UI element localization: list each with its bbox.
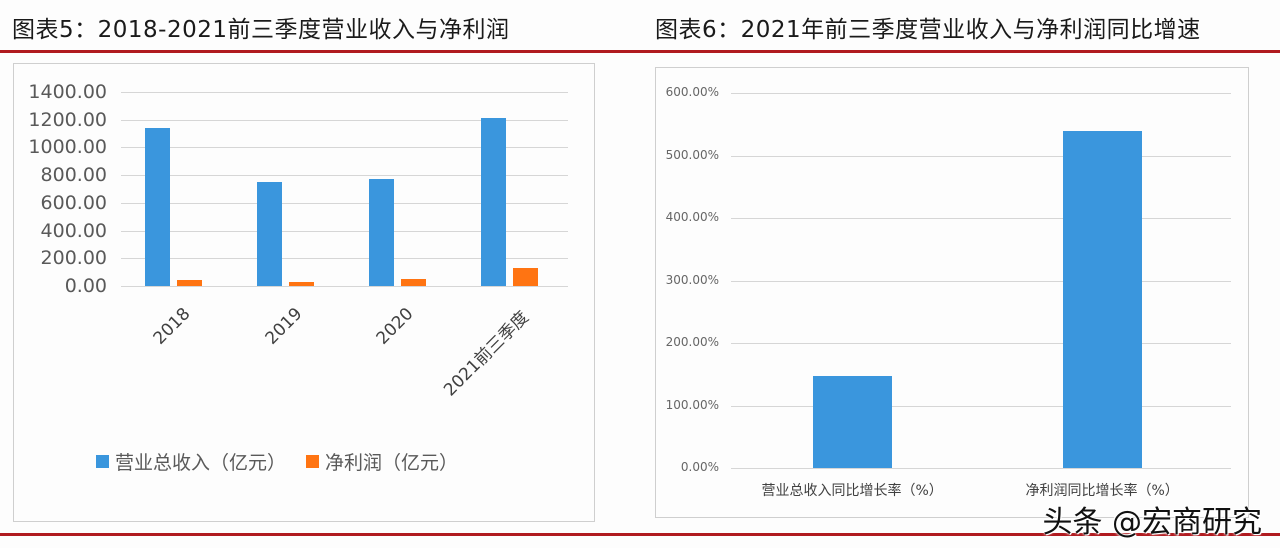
gridline bbox=[731, 468, 1231, 469]
legend-swatch-orange bbox=[306, 455, 320, 468]
left-plot-area bbox=[121, 92, 568, 287]
left-chart-frame: 营业总收入（亿元） 净利润（亿元） 1400.00 1200.00 1000.00 8… bbox=[13, 63, 595, 522]
gridline bbox=[731, 93, 1231, 94]
gridline bbox=[731, 155, 1231, 157]
gridline bbox=[731, 343, 1231, 344]
gridline bbox=[121, 230, 568, 232]
gridline bbox=[121, 202, 568, 204]
x-tick-label: 营业总收入同比增长率（%） bbox=[761, 483, 943, 499]
right-chart-frame: 600.00% 500.00% 400.00% 300.00% 200.00% 100.0… bbox=[655, 67, 1249, 518]
y-tick-label: 400.00 bbox=[40, 219, 107, 242]
gridline bbox=[121, 258, 568, 260]
x-tick-label: 净利润同比增长率（%） bbox=[1025, 483, 1179, 499]
legend-swatch-blue bbox=[96, 455, 109, 468]
gridline bbox=[121, 92, 568, 93]
bar-revenue bbox=[257, 182, 283, 286]
left-legend: 营业总收入（亿元） 净利润（亿元） bbox=[96, 448, 472, 475]
y-tick-label: 600.00% bbox=[665, 85, 719, 99]
gridline bbox=[121, 147, 568, 149]
y-tick-label: 200.00 bbox=[40, 247, 107, 270]
y-tick-label: 800.00 bbox=[40, 164, 107, 187]
x-tick-label: 2019 bbox=[261, 304, 307, 349]
legend-item-revenue: 营业总收入（亿元） bbox=[96, 448, 286, 475]
right-chart-title: 图表6：2021年前三季度营业收入与净利润同比增速 bbox=[655, 17, 1201, 43]
watermark: 头条 @宏商研究 bbox=[1042, 505, 1262, 540]
bar-profit-growth bbox=[1062, 131, 1142, 468]
y-tick-label: 200.00% bbox=[665, 335, 719, 349]
y-tick-label: 100.00% bbox=[665, 397, 719, 412]
bar-revenue bbox=[480, 118, 506, 286]
bar-profit bbox=[512, 267, 538, 286]
legend-item-profit: 净利润（亿元） bbox=[306, 448, 458, 475]
y-tick-label: 300.00% bbox=[665, 272, 719, 287]
bar-revenue bbox=[368, 179, 394, 286]
y-tick-label: 1000.00 bbox=[28, 136, 107, 159]
y-tick-label: 500.00% bbox=[665, 147, 719, 162]
y-tick-label: 600.00 bbox=[40, 191, 107, 214]
legend-label-profit: 净利润（亿元） bbox=[325, 452, 459, 474]
legend-label-revenue: 营业总收入（亿元） bbox=[115, 452, 287, 474]
y-tick-label: 1400.00 bbox=[28, 81, 107, 103]
gridline bbox=[121, 286, 568, 287]
bar-revenue-growth bbox=[812, 376, 892, 468]
bar-profit bbox=[400, 279, 426, 286]
gridline bbox=[121, 175, 568, 177]
y-tick-label: 1200.00 bbox=[28, 108, 107, 131]
right-plot-area bbox=[731, 93, 1231, 469]
y-tick-label: 0.00% bbox=[680, 460, 719, 474]
y-tick-label: 400.00% bbox=[665, 210, 719, 224]
gridline bbox=[731, 218, 1231, 219]
gridline bbox=[731, 405, 1231, 407]
y-tick-label: 0.00 bbox=[64, 275, 107, 297]
x-tick-label: 2020 bbox=[373, 304, 418, 349]
x-tick-label: 2021前三季度 bbox=[440, 307, 534, 401]
bar-revenue bbox=[145, 128, 171, 286]
x-tick-label: 2018 bbox=[149, 304, 195, 349]
bar-profit bbox=[289, 281, 315, 286]
bar-profit bbox=[177, 280, 203, 286]
gridline bbox=[121, 119, 568, 121]
gridline bbox=[731, 280, 1231, 282]
bottom-divider bbox=[0, 533, 1280, 536]
top-divider bbox=[0, 50, 1280, 53]
left-chart-title: 图表5：2018-2021前三季度营业收入与净利润 bbox=[12, 17, 510, 43]
